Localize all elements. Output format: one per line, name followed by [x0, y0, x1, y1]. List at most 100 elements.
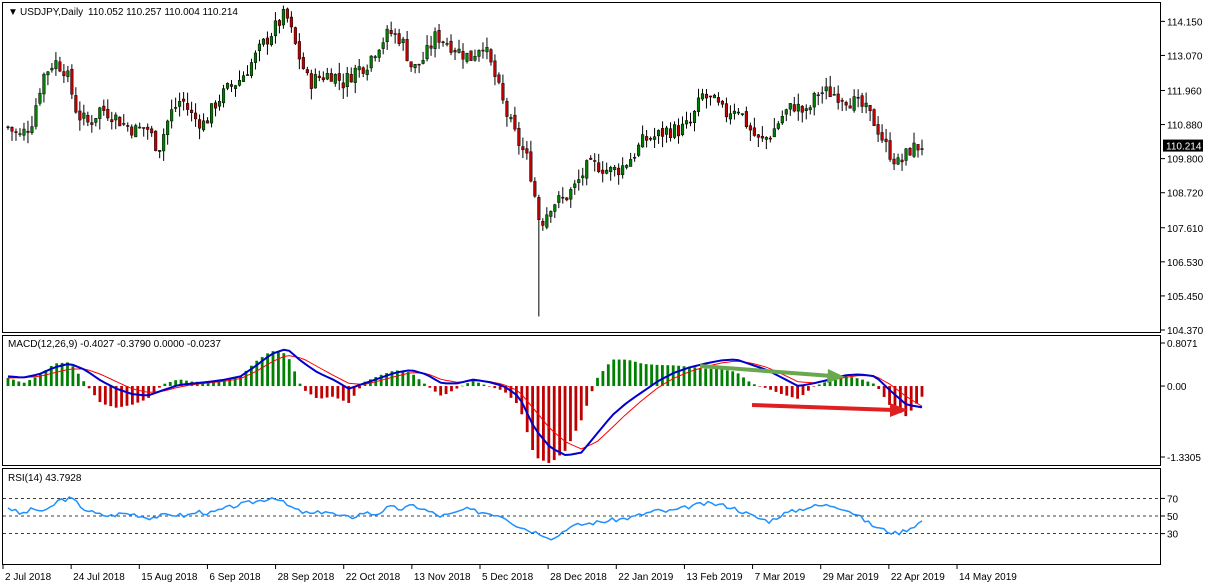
candle [525, 141, 529, 160]
candle [26, 120, 30, 144]
candle [206, 117, 210, 124]
candle [680, 116, 685, 137]
macd-bar [336, 386, 340, 399]
x-tick-label: 29 Mar 2019 [823, 572, 880, 583]
candle [441, 40, 445, 47]
candle [42, 72, 46, 103]
candle [313, 68, 317, 89]
candle [836, 85, 840, 110]
x-tick-label: 28 Dec 2018 [550, 572, 607, 583]
candle [844, 100, 848, 111]
macd-bar [450, 386, 453, 392]
candle [190, 101, 194, 122]
candle [541, 218, 545, 231]
x-tick-label: 2 Jul 2018 [5, 572, 52, 583]
macd-bar [834, 378, 837, 387]
candle [269, 32, 273, 47]
candle [377, 48, 381, 62]
candle [325, 67, 329, 81]
candle [114, 112, 118, 130]
candle [828, 75, 832, 98]
x-tick-label: 13 Feb 2019 [686, 572, 743, 583]
candle [788, 103, 792, 116]
macd-bar [352, 386, 356, 396]
macd-bar [871, 383, 875, 387]
candle [110, 111, 114, 130]
macd-bar [325, 386, 329, 398]
macd-bar [498, 386, 502, 390]
macd-bar [579, 386, 583, 421]
macd-tick-label: 0.8071 [1167, 339, 1198, 350]
candle [708, 95, 713, 106]
candle [389, 21, 393, 37]
candle [485, 37, 489, 60]
candle [617, 163, 621, 185]
candle [497, 72, 501, 85]
candle [629, 152, 633, 167]
macd-bar [282, 353, 286, 387]
header-triangle: ▼ [8, 7, 18, 18]
candle [720, 100, 724, 108]
candle [321, 71, 325, 83]
macd-bar [866, 381, 870, 387]
candle [625, 164, 629, 170]
rsi-tick-label: 30 [1167, 530, 1179, 541]
candle [249, 58, 254, 79]
candle [696, 88, 701, 117]
macd-bar [531, 386, 535, 451]
macd-bar [314, 386, 318, 398]
candle [297, 33, 301, 70]
macd-bar [525, 386, 529, 433]
candle [202, 113, 206, 132]
candle [329, 68, 333, 82]
candle [261, 38, 265, 47]
price-tick-label: 105.450 [1167, 292, 1204, 303]
candle [349, 67, 353, 83]
price-tick-label: 111.960 [1167, 86, 1202, 97]
candle [533, 177, 537, 198]
candle [257, 39, 261, 62]
macd-bar [688, 366, 691, 387]
candle [744, 106, 748, 129]
macd-bar [915, 386, 918, 404]
candle [904, 147, 908, 166]
candle [676, 118, 681, 144]
macd-bar [563, 386, 567, 451]
price-tick-label: 106.530 [1167, 258, 1204, 269]
price-candles [6, 5, 924, 317]
candle [605, 162, 609, 175]
x-tick-label: 6 Sep 2018 [209, 572, 261, 583]
macd-bar [401, 371, 405, 387]
candle [609, 165, 613, 181]
candle [549, 210, 553, 223]
candle [385, 25, 389, 50]
macd-bar [596, 377, 599, 387]
macd-bar [569, 386, 572, 442]
macd-bar [823, 382, 827, 387]
macd-bar [406, 372, 410, 387]
candle [800, 105, 804, 123]
candle [102, 99, 106, 116]
macd-bar [774, 386, 778, 392]
candle [373, 54, 377, 62]
candle [369, 55, 373, 72]
candle [784, 108, 788, 122]
candle [146, 123, 150, 140]
macd-bar [82, 381, 86, 387]
candle [22, 122, 26, 141]
macd-bar [888, 386, 891, 405]
x-tick-label: 22 Jan 2019 [618, 572, 673, 583]
candle [305, 66, 309, 76]
macd-bar [44, 370, 48, 387]
candle [796, 93, 800, 121]
macd-bar [547, 386, 551, 463]
candle [672, 121, 677, 140]
candle [365, 64, 369, 81]
macd-bar [390, 371, 394, 387]
candle [816, 91, 820, 106]
candle [445, 37, 449, 47]
macd-label: MACD(12,26,9) -0.4027 -0.3790 0.0000 -0.… [8, 339, 221, 350]
candle [716, 92, 720, 106]
macd-bar [260, 357, 264, 387]
candle [601, 161, 605, 183]
